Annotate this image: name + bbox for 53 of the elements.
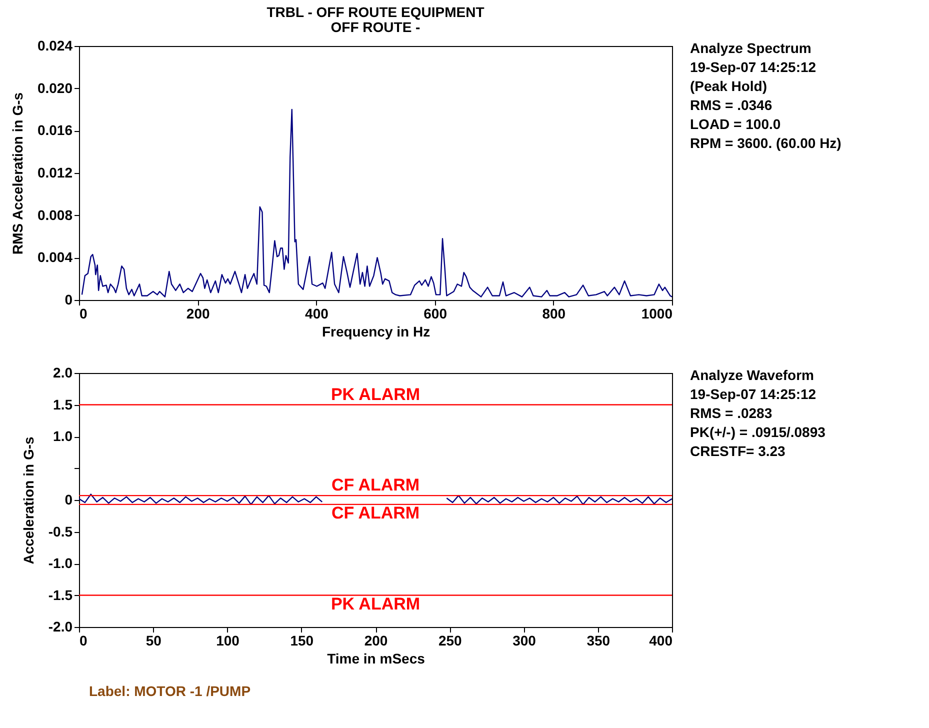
text: LOAD = 100.0 xyxy=(690,116,781,132)
y-tick-label: -2.0 xyxy=(48,618,73,634)
x-tick-label: 300 xyxy=(512,632,536,648)
text: 19-Sep-07 14:25:12 xyxy=(690,59,816,75)
x-axis-title: Frequency in Hz xyxy=(322,324,430,340)
text: (Peak Hold) xyxy=(690,78,768,94)
x-tick-label: 200 xyxy=(364,632,388,648)
y-tick-label: -1.0 xyxy=(48,555,73,571)
x-tick-label: 800 xyxy=(542,306,566,322)
text: PK(+/-) = .0915/.0893 xyxy=(690,424,826,440)
text: Label: MOTOR -1 /PUMP xyxy=(89,683,251,699)
y-tick-label: 1.5 xyxy=(53,396,73,412)
y-axis-title: Acceleration in G-s xyxy=(20,436,36,564)
line-series xyxy=(81,108,672,298)
y-axis-title: RMS Acceleration in G-s xyxy=(9,92,26,255)
x-tick-label: 600 xyxy=(424,306,448,322)
x-tick-label: 400 xyxy=(649,632,673,648)
chart-subtitle: OFF ROUTE - xyxy=(330,19,421,35)
x-tick-label: 0 xyxy=(80,632,88,648)
x-tick-label: 250 xyxy=(438,632,462,648)
x-tick-label: 200 xyxy=(186,306,210,322)
text: Analyze Spectrum xyxy=(690,40,812,56)
y-tick-label: 0 xyxy=(64,292,73,308)
x-tick-label: 400 xyxy=(305,306,329,322)
text: RMS = .0283 xyxy=(690,405,772,421)
y-tick-label: 0.024 xyxy=(37,38,73,54)
y-tick-label: 0.008 xyxy=(37,206,73,223)
y-tick-label: 0.016 xyxy=(37,122,73,138)
text: CRESTF= 3.23 xyxy=(690,443,786,459)
text: RMS = .0346 xyxy=(690,97,772,113)
x-tick-label: 150 xyxy=(290,632,314,648)
x-tick-label: 1000 xyxy=(641,306,673,322)
y-tick-label: 0.020 xyxy=(37,80,73,96)
y-tick-label: 0.012 xyxy=(37,164,73,180)
y-tick-label: 0.004 xyxy=(37,249,73,266)
y-tick-label: 2.0 xyxy=(53,364,73,380)
ref-line-label: CF ALARM xyxy=(331,476,420,495)
text: RPM = 3600. (60.00 Hz) xyxy=(690,135,842,151)
x-tick-label: 350 xyxy=(586,632,610,648)
text: Analyze Waveform xyxy=(690,367,814,383)
y-tick-label: -0.5 xyxy=(48,523,73,540)
y-tick-label: 0 xyxy=(64,492,73,508)
x-tick-label: 100 xyxy=(216,632,240,648)
ref-line-label: PK ALARM xyxy=(330,594,420,614)
y-tick-label: 1.0 xyxy=(53,428,73,444)
text: 19-Sep-07 14:25:12 xyxy=(690,386,816,402)
ref-line-label: CF ALARM xyxy=(331,503,420,522)
x-axis-title: Time in mSecs xyxy=(327,650,426,666)
chart-title: TRBL - OFF ROUTE EQUIPMENT xyxy=(266,4,485,20)
y-tick-label: -1.5 xyxy=(48,586,73,603)
ref-line-label: PK ALARM xyxy=(330,384,420,404)
x-tick-label: 0 xyxy=(80,306,88,322)
x-tick-label: 50 xyxy=(146,632,162,648)
